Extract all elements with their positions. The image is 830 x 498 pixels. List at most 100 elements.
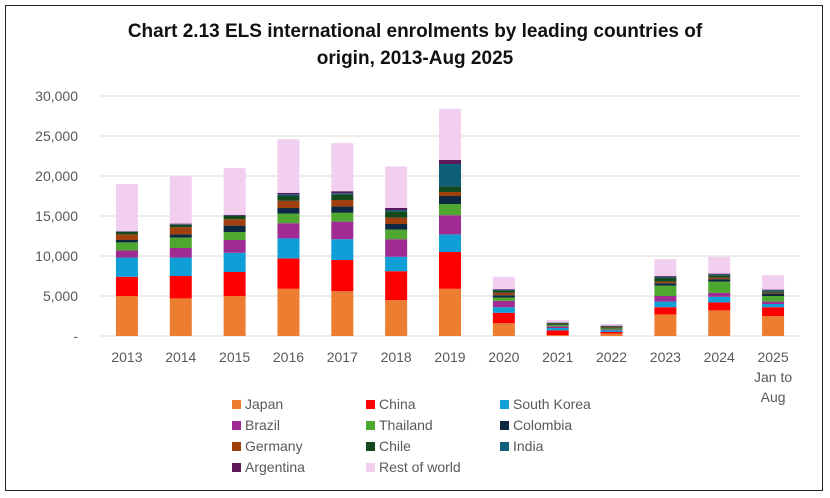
bar-segment-colombia — [708, 279, 731, 282]
bar-segment-india — [654, 276, 677, 278]
bar-segment-rest-of-world — [439, 108, 461, 160]
legend-label: India — [513, 438, 544, 454]
y-tick-label: 10,000 — [35, 248, 78, 264]
bar-stack-2022 — [600, 324, 623, 336]
legend-label: South Korea — [513, 396, 591, 412]
bar-segment-brazil — [115, 250, 138, 258]
bar-segment-chile — [492, 290, 515, 293]
legend-label: Thailand — [379, 417, 433, 433]
bar-segment-china — [223, 272, 246, 296]
bar-segment-colombia — [600, 327, 623, 329]
bar-segment-japan — [600, 333, 623, 336]
bar-segment-brazil — [546, 326, 569, 328]
bar-segment-colombia — [546, 324, 569, 325]
bar-segment-india — [385, 210, 408, 212]
bar-segment-argentina — [385, 208, 408, 210]
y-tick-label: - — [73, 328, 78, 344]
bar-segment-chile — [385, 211, 408, 218]
bar-segment-japan — [762, 316, 785, 336]
bar-stack-2019 — [439, 108, 461, 336]
bar-stack-2021 — [546, 320, 569, 336]
y-tick-label: 5,000 — [43, 288, 78, 304]
chart-title-line-2: origin, 2013-Aug 2025 — [316, 48, 514, 69]
bar-segment-brazil — [654, 296, 677, 302]
bar-segment-india — [762, 290, 785, 292]
bar-segment-chile — [277, 196, 300, 201]
bar-segment-chile — [223, 216, 246, 220]
bar-segment-argentina — [223, 214, 246, 216]
bar-segment-thailand — [762, 296, 785, 302]
bar-segment-rest-of-world — [115, 184, 138, 232]
bar-segment-brazil — [169, 248, 192, 258]
bar-segment-china — [762, 307, 785, 316]
y-tick-label: 15,000 — [35, 208, 78, 224]
bar-segment-south-korea — [762, 304, 785, 308]
legend-item-china: China — [366, 395, 500, 413]
bar-segment-colombia — [762, 293, 785, 296]
legend-label: Japan — [245, 396, 284, 412]
bar-segment-rest-of-world — [546, 320, 569, 323]
bar-stack-2017 — [331, 143, 354, 336]
bar-segment-south-korea — [223, 252, 246, 272]
bar-segment-japan — [385, 300, 408, 336]
bar-segment-germany — [331, 200, 354, 207]
bar-segment-china — [600, 332, 623, 334]
bar-segment-japan — [169, 298, 192, 336]
legend-item-india: India — [500, 437, 640, 455]
bar-segment-brazil — [762, 301, 785, 304]
bar-segment-germany — [223, 219, 246, 226]
bar-segment-brazil — [223, 240, 246, 253]
x-tick-label: 2023 — [650, 349, 681, 365]
bar-segment-rest-of-world — [331, 143, 354, 192]
legend-item-japan: Japan — [232, 395, 366, 413]
legend-swatch — [500, 420, 509, 430]
bar-segment-thailand — [546, 324, 569, 327]
legend-label: Chile — [379, 438, 411, 454]
chart-title-line-1: Chart 2.13 ELS international enrolments … — [127, 21, 703, 42]
bar-segment-brazil — [708, 292, 731, 297]
chart-title: Chart 2.13 ELS international enrolments … — [0, 18, 830, 72]
bar-segment-japan — [331, 291, 354, 336]
y-axis-ticks: - 5,000 10,000 15,000 20,000 25,000 30,000 — [35, 88, 78, 344]
bar-segment-colombia — [654, 283, 677, 286]
bar-segment-brazil — [492, 300, 515, 308]
bar-stack-2015 — [223, 168, 246, 336]
bar-segment-rest-of-world — [385, 166, 408, 208]
bar-segment-brazil — [277, 223, 300, 239]
bar-segment-argentina — [169, 223, 192, 225]
bar-segment-chile — [331, 194, 354, 200]
bar-segment-india — [331, 193, 354, 195]
bar-segment-argentina — [492, 289, 515, 290]
legend-swatch — [232, 399, 241, 409]
bar-segment-south-korea — [492, 307, 515, 313]
bar-segment-china — [169, 276, 192, 299]
bar-segment-colombia — [169, 234, 192, 238]
bar-segment-colombia — [385, 224, 408, 230]
chart-frame — [5, 5, 823, 491]
bar-segment-rest-of-world — [223, 168, 246, 215]
bar-segment-rest-of-world — [762, 275, 785, 290]
bar-segment-chile — [600, 326, 623, 327]
bar-segment-germany — [708, 277, 731, 280]
legend-label: Rest of world — [379, 459, 461, 475]
legend-label: Argentina — [245, 459, 305, 475]
bar-segment-argentina — [331, 191, 354, 194]
bar-segment-japan — [546, 335, 569, 336]
bar-segment-rest-of-world — [708, 256, 731, 274]
x-axis-ticks: 2013 2014 2015 2016 2017 2018 2019 2020 2021 2022… — [111, 349, 792, 405]
bar-segment-colombia — [223, 225, 246, 232]
bar-segment-thailand — [223, 232, 246, 240]
bar-segment-thailand — [708, 281, 731, 293]
x-tick-label: 2024 — [704, 349, 735, 365]
y-tick-label: 30,000 — [35, 88, 78, 104]
bar-segment-germany — [169, 227, 192, 235]
bar-segment-germany — [600, 326, 623, 328]
bar-segment-thailand — [385, 229, 408, 240]
bar-segment-japan — [654, 314, 677, 336]
bar-segment-germany — [492, 292, 515, 296]
bar-segment-brazil — [600, 329, 623, 331]
bar-segment-chile — [115, 232, 138, 235]
x-tick-label: 2021 — [542, 349, 573, 365]
bar-stack-2014 — [169, 176, 192, 336]
bar-segment-colombia — [115, 240, 138, 243]
